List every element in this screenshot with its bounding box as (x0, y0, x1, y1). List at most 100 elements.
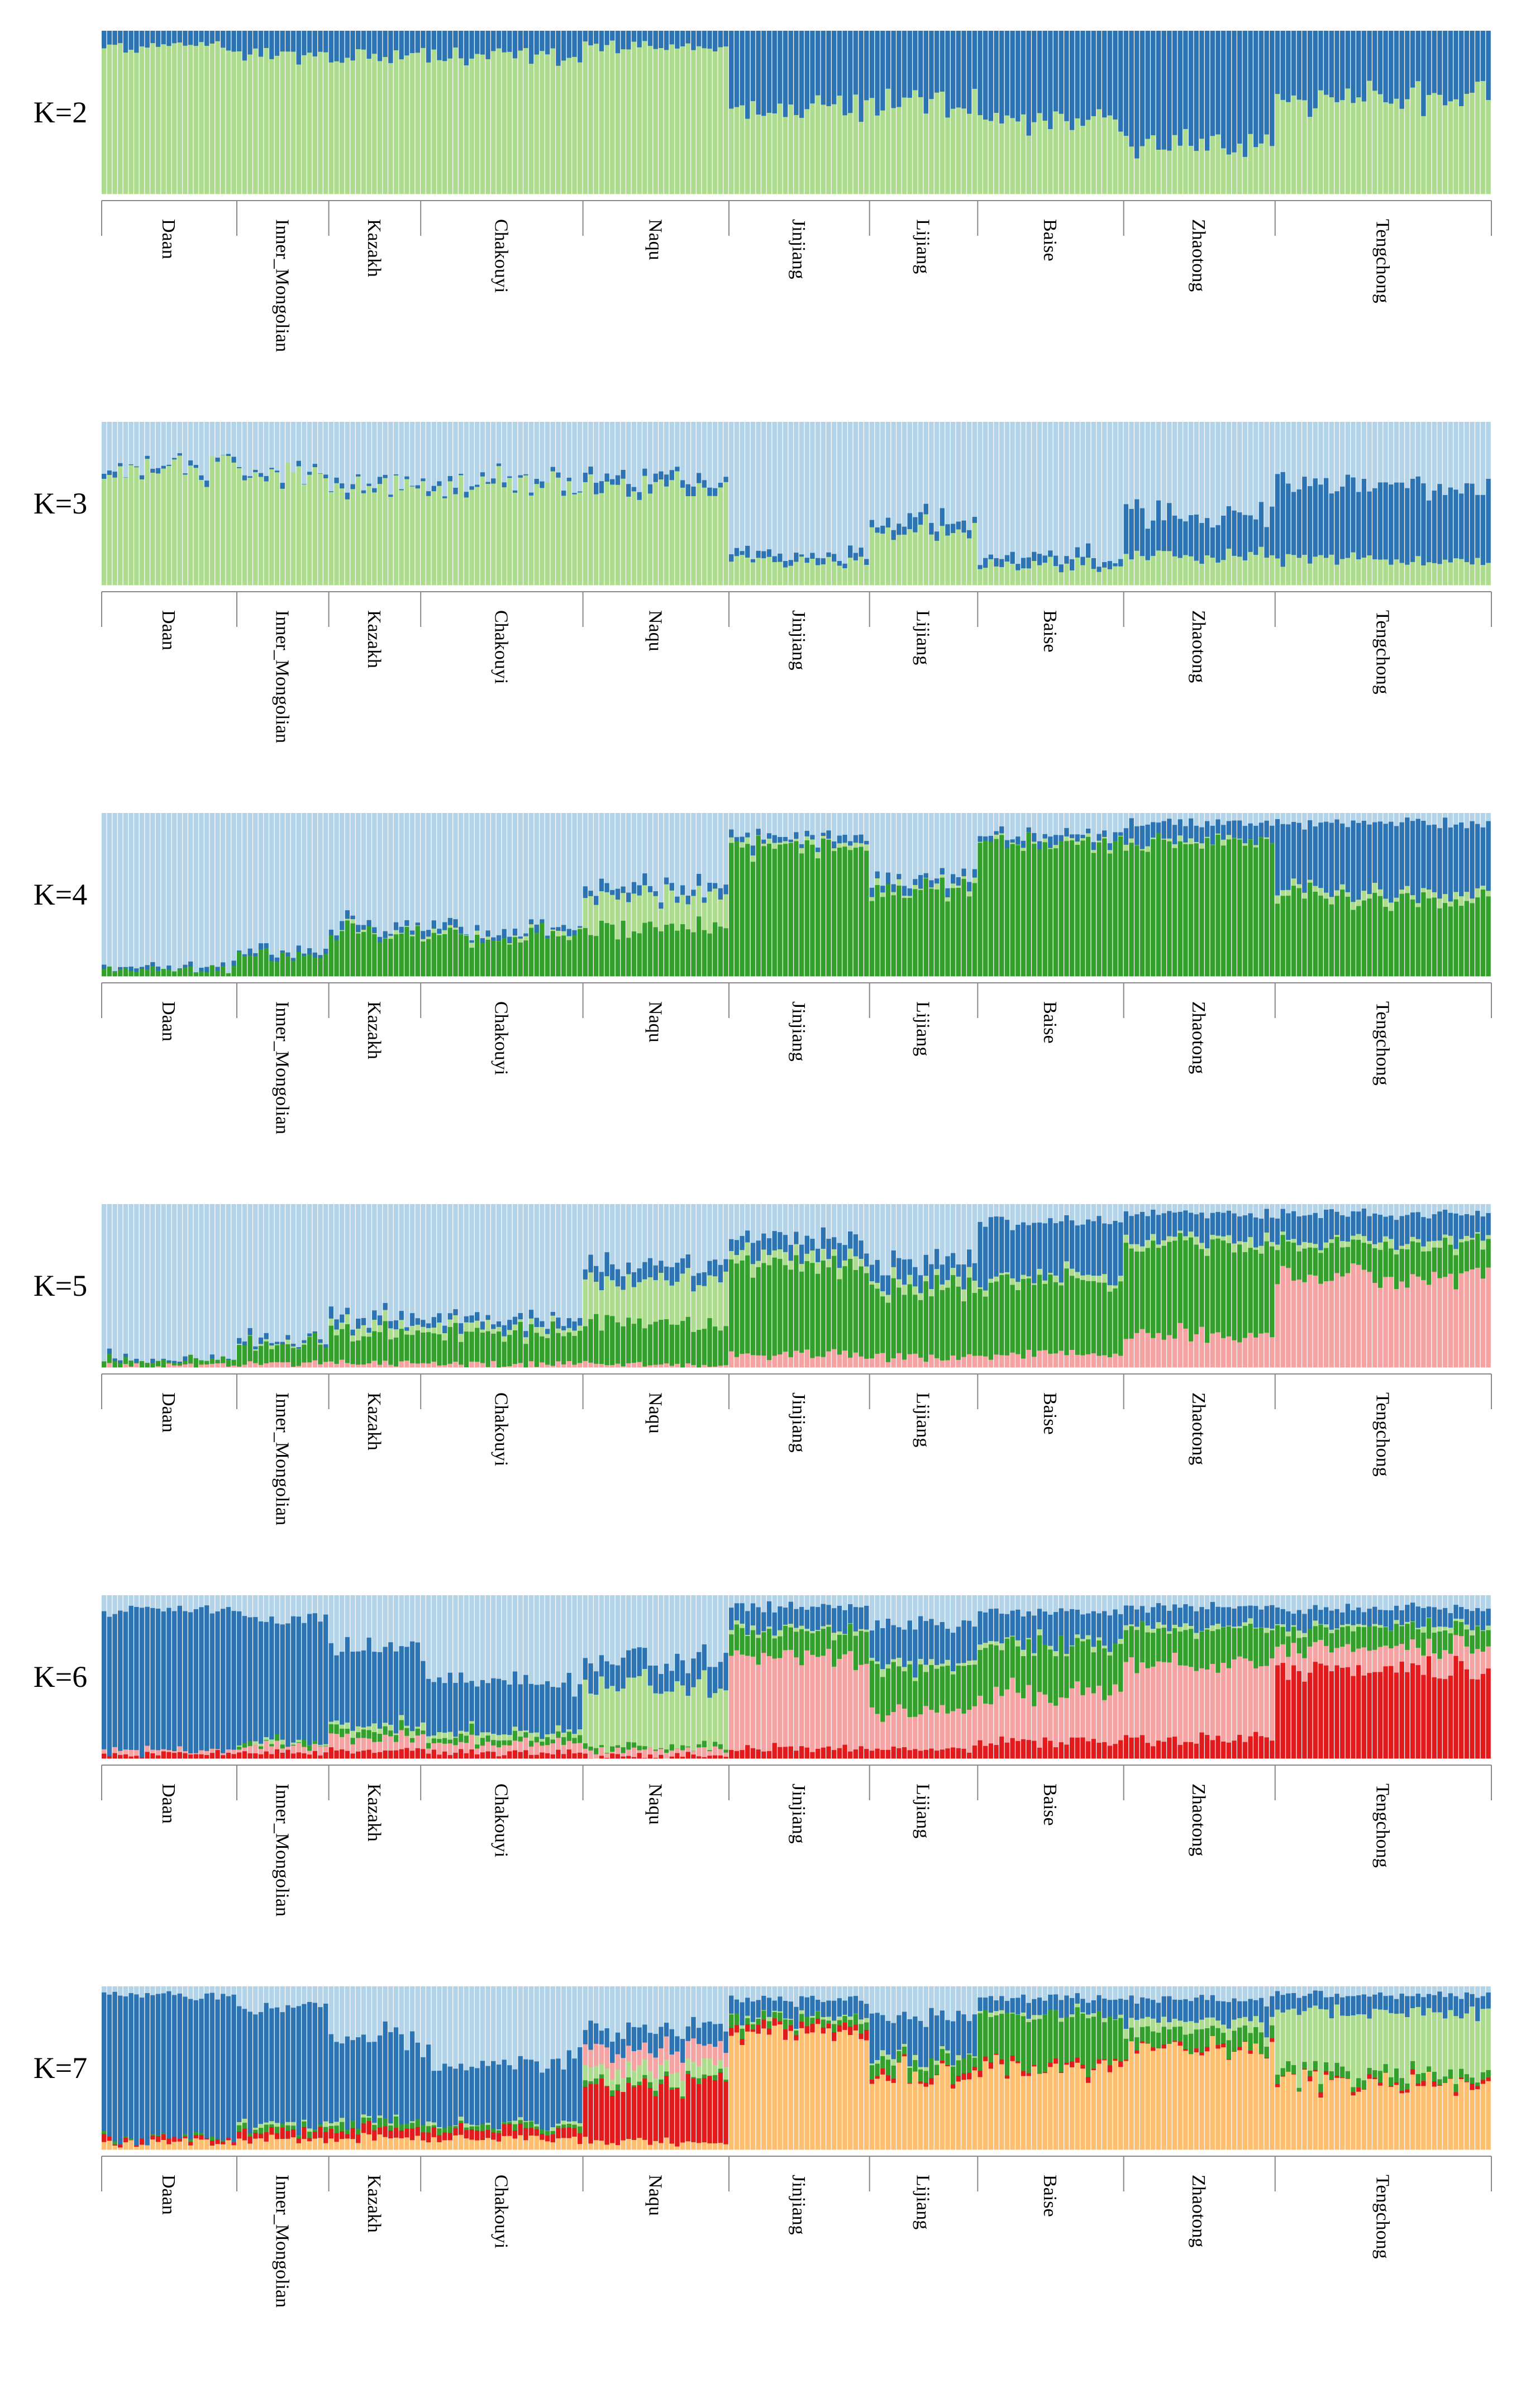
segment-blue (145, 1606, 150, 1746)
segment-blue (891, 884, 896, 892)
segment-lightblue (1361, 813, 1367, 821)
individual-bar (426, 1204, 431, 1368)
individual-bar (1069, 31, 1075, 194)
individual-bar (464, 1204, 469, 1368)
segment-lightgreen (1053, 111, 1059, 194)
segment-lightblue (561, 422, 566, 491)
segment-green (750, 861, 756, 977)
segment-lightgreen (853, 94, 859, 194)
segment-lightblue (1442, 813, 1448, 818)
segment-pink (253, 1744, 258, 1754)
segment-green (1215, 1238, 1220, 1333)
segment-lightgreen (334, 483, 339, 586)
individual-bar (155, 1204, 161, 1368)
individual-bar (356, 31, 361, 194)
segment-blue (1248, 1213, 1253, 1237)
segment-lightgreen (372, 53, 377, 194)
segment-blue (274, 31, 280, 56)
segment-lightblue (480, 813, 485, 939)
segment-blue (1415, 31, 1420, 82)
segment-red (253, 1753, 258, 1759)
segment-blue (853, 31, 859, 95)
segment-pink (626, 1363, 631, 1368)
individual-bar (128, 813, 134, 977)
segment-lightblue (155, 1595, 161, 1609)
segment-lightblue (1480, 422, 1486, 495)
segment-blue (334, 1655, 339, 1721)
segment-lightgreen (469, 489, 474, 586)
segment-blue (1204, 31, 1210, 151)
segment-pink (350, 1363, 355, 1368)
segment-blue (366, 1637, 371, 1727)
segment-lightgreen (664, 884, 669, 925)
individual-bar (864, 31, 869, 194)
segment-blue (561, 925, 566, 931)
segment-blue (274, 1342, 280, 1344)
individual-bar (1361, 1204, 1367, 1368)
segment-green (1367, 898, 1372, 977)
segment-lightblue (1167, 813, 1172, 819)
segment-lightgreen (345, 1314, 350, 1324)
segment-green (788, 843, 793, 977)
individual-bar (918, 813, 923, 977)
segment-lightgreen (1139, 1246, 1145, 1252)
segment-green (718, 926, 723, 977)
segment-lightblue (1113, 1204, 1118, 1221)
individual-bar (237, 1204, 242, 1368)
segment-lightgreen (318, 1343, 323, 1345)
segment-blue (426, 1323, 431, 1328)
segment-green (1345, 1247, 1351, 1273)
segment-blue (1389, 821, 1394, 903)
segment-lightgreen (1015, 121, 1021, 194)
segment-green (1394, 901, 1399, 977)
segment-lightblue (1458, 1204, 1464, 1216)
population-label: Inner_Mongolian (271, 1001, 292, 1134)
segment-lightgreen (669, 44, 674, 194)
segment-blue (1183, 826, 1188, 843)
individual-bar (502, 813, 507, 977)
individual-bar (1026, 31, 1031, 194)
segment-blue (345, 910, 350, 919)
individual-bar (226, 422, 231, 586)
segment-green (1220, 845, 1226, 977)
segment-lightgreen (1367, 893, 1372, 899)
segment-blue (859, 31, 864, 122)
segment-lightblue (956, 1204, 961, 1265)
segment-green (842, 846, 847, 977)
segment-lightblue (831, 422, 837, 554)
individual-bar (415, 1204, 420, 1368)
segment-lightblue (626, 422, 631, 484)
segment-blue (312, 1613, 318, 1741)
segment-blue (696, 1273, 702, 1285)
individual-bar (1253, 1204, 1258, 1368)
segment-lightgreen (923, 1275, 928, 1282)
segment-lightblue (1177, 813, 1183, 820)
segment-green (766, 1265, 772, 1361)
segment-lightgreen (1232, 555, 1237, 586)
segment-blue (242, 1615, 247, 1744)
segment-green (826, 1267, 831, 1352)
segment-lightblue (718, 813, 723, 888)
segment-lightblue (502, 422, 507, 483)
segment-lightblue (458, 813, 464, 927)
segment-lightblue (269, 1204, 274, 1343)
segment-pink (409, 1363, 415, 1368)
individual-bar (302, 1204, 307, 1368)
segment-lightgreen (523, 475, 528, 586)
segment-lightgreen (1275, 93, 1280, 194)
segment-lightgreen (545, 1334, 550, 1338)
segment-green (1210, 1239, 1215, 1334)
individual-bar (1037, 31, 1042, 194)
individual-bar (458, 813, 464, 977)
segment-lightgreen (1226, 154, 1232, 194)
segment-green (583, 1326, 588, 1361)
segment-lightblue (318, 1204, 323, 1339)
segment-lightgreen (1329, 97, 1334, 194)
segment-blue (745, 545, 750, 558)
segment-lightgreen (1080, 1275, 1085, 1280)
individual-bar (1161, 422, 1166, 586)
segment-blue (1237, 31, 1242, 144)
individual-bar (550, 31, 555, 194)
segment-blue (1091, 31, 1096, 116)
segment-lightblue (399, 1204, 404, 1311)
